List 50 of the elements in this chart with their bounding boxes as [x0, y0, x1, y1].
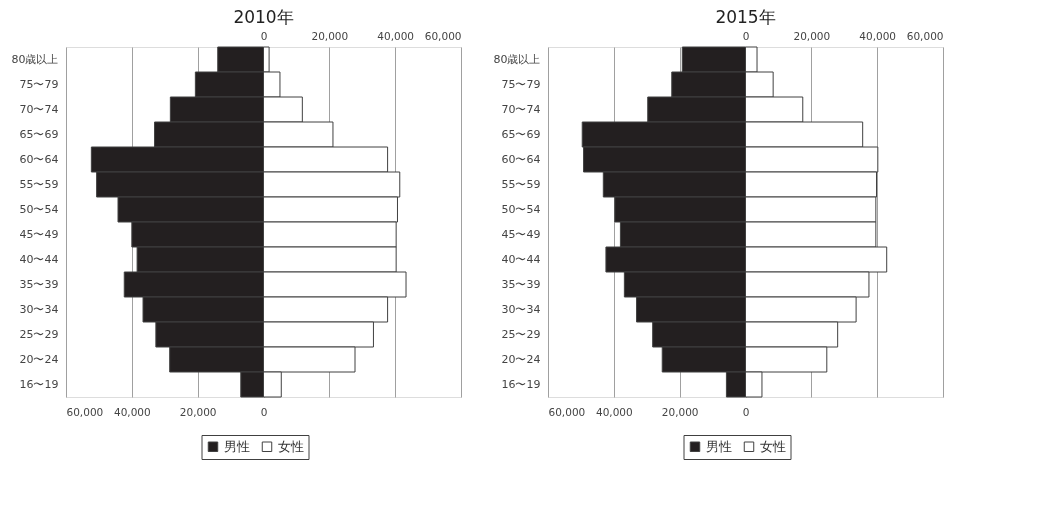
x2-tick-label: 0 [260, 29, 268, 42]
x-tick-label: 0 [260, 405, 268, 418]
y-tick-label: 30〜34 [501, 302, 541, 316]
y-tick-label: 30〜34 [19, 302, 59, 316]
y-tick-label: 55〜59 [501, 177, 541, 191]
y-tick-label: 80歳以上 [493, 52, 541, 66]
y-tick-label: 75〜79 [501, 77, 541, 91]
legend-label: 女性 [759, 438, 786, 454]
y-tick-label: 25〜29 [501, 327, 541, 341]
x-tick-label: 20,000 [179, 405, 217, 418]
y-tick-label: 65〜69 [19, 127, 59, 141]
x-tick-label: 40,000 [113, 405, 151, 418]
y-tick-label: 25〜29 [19, 327, 59, 341]
x2-tick-label: 40,000 [859, 29, 897, 42]
x-tick-label: 20,000 [661, 405, 699, 418]
y-tick-label: 70〜74 [501, 102, 541, 116]
legend-label: 男性 [223, 438, 250, 454]
x-tick-label: 60,000 [548, 405, 586, 418]
y-tick-label: 55〜59 [19, 177, 59, 191]
x2-tick-label: 60,000 [906, 29, 944, 42]
y-tick-label: 50〜54 [19, 202, 59, 216]
legend-label: 女性 [277, 438, 304, 454]
y-tick-label: 60〜64 [501, 152, 541, 166]
x2-tick-label: 0 [742, 29, 750, 42]
y-tick-label: 40〜44 [501, 252, 541, 266]
y-tick-label: 20〜24 [501, 352, 541, 366]
y-tick-label: 50〜54 [501, 202, 541, 216]
x2-tick-label: 40,000 [377, 29, 415, 42]
y-tick-label: 20〜24 [19, 352, 59, 366]
x2-tick-label: 60,000 [424, 29, 462, 42]
y-tick-label: 60〜64 [19, 152, 59, 166]
legend-label: 男性 [705, 438, 732, 454]
chart-title: 2010年 [233, 7, 294, 27]
y-tick-label: 16〜19 [501, 377, 541, 391]
y-tick-label: 70〜74 [19, 102, 59, 116]
x2-tick-label: 20,000 [311, 29, 349, 42]
y-tick-label: 16〜19 [19, 377, 59, 391]
y-tick-label: 40〜44 [19, 252, 59, 266]
y-tick-label: 35〜39 [19, 277, 59, 291]
y-tick-label: 35〜39 [501, 277, 541, 291]
y-tick-label: 80歳以上 [11, 52, 59, 66]
y-tick-label: 65〜69 [501, 127, 541, 141]
x-tick-label: 40,000 [595, 405, 633, 418]
y-tick-label: 75〜79 [19, 77, 59, 91]
x-tick-label: 0 [742, 405, 750, 418]
x-tick-label: 60,000 [66, 405, 104, 418]
y-tick-label: 45〜49 [501, 227, 541, 241]
y-tick-label: 45〜49 [19, 227, 59, 241]
chart-title: 2015年 [715, 7, 776, 27]
x2-tick-label: 20,000 [793, 29, 831, 42]
